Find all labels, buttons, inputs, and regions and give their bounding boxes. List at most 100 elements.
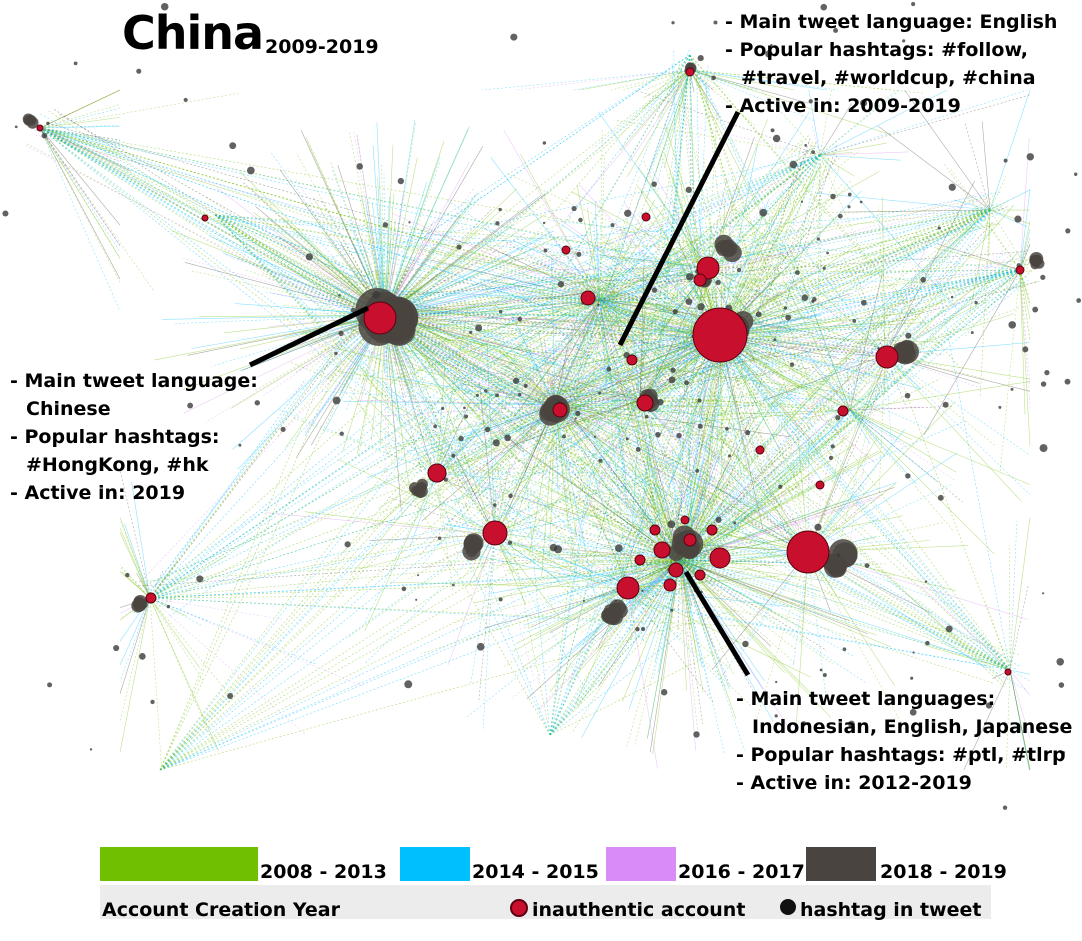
graph-edge [979,209,991,398]
hashtag-node [495,393,499,398]
graph-edge [159,251,565,771]
graph-edge [639,254,687,401]
hashtag-node [417,574,420,577]
graph-edge [550,437,629,589]
graph-edge [119,597,151,722]
hashtag-node [804,144,808,147]
graph-edge [539,559,681,711]
graph-edge [384,126,470,316]
hashtag-node [196,575,204,583]
graph-edge [507,269,1021,279]
legend-hashtag-label: hashtag in tweet [800,899,982,921]
graph-edge [494,520,537,536]
graph-edge [795,551,809,735]
graph-edge [867,354,886,394]
graph-edge [594,202,601,301]
hashtag-node [305,253,313,261]
graph-edge [599,279,606,301]
hashtag-node [974,301,978,305]
graph-edge [762,354,886,401]
graph-edge [293,417,438,474]
graph-edge [819,154,855,177]
graph-edge [516,488,681,561]
graph-edge [562,156,801,424]
graph-edge [473,559,681,604]
graph-edge [605,147,826,304]
graph-edge [149,597,306,735]
graph-edge [849,409,995,555]
hashtag-node [745,430,751,436]
graph-edge [149,597,220,752]
graph-edge [681,334,721,338]
graph-edge [554,404,707,447]
graph-edge [576,559,681,708]
graph-edge [526,559,681,700]
graph-edge [376,122,386,316]
graph-edge [805,354,886,364]
graph-edge [214,214,592,600]
graph-edge [290,361,1011,671]
graph-edge [700,218,721,336]
graph-edge [384,230,555,316]
graph-edge [436,306,469,474]
graph-edge [330,154,821,258]
hashtag-node [183,97,188,103]
graph-edge [495,334,721,392]
graph-edge [403,57,703,320]
hashtag-node [238,443,242,447]
graph-edge [371,253,700,332]
graph-edge [191,314,386,349]
graph-edge [856,276,886,356]
graph-edge [527,299,601,348]
inauthentic-account-node [482,520,508,546]
graph-edge [474,154,821,318]
graph-edge [464,329,1011,671]
graph-edge [469,154,821,416]
graph-edge [707,114,718,269]
graph-edge [530,559,681,628]
graph-edge [149,595,344,599]
graph-edge [964,122,991,211]
graph-edge [596,288,681,556]
annotation-line: Chinese [26,398,111,420]
graph-edge [454,422,565,477]
graph-edge [514,355,551,736]
graph-edge [557,453,681,561]
inauthentic-account-node [616,576,640,600]
graph-edge [565,559,681,562]
hashtag-node [847,205,851,209]
graph-edge [124,523,151,599]
hashtag-node [1008,321,1016,329]
graph-edge [239,171,386,316]
graph-edge [585,316,694,543]
graph-edge [569,391,664,573]
graph-edge [357,399,556,406]
graph-edge [39,117,121,129]
graph-edge [395,85,675,319]
hashtag-node [920,277,927,283]
graph-edge [375,251,1027,297]
graph-edge [689,69,768,226]
graph-edge [719,334,774,375]
graph-edge [697,158,830,552]
graph-edge [149,385,810,599]
graph-edge [384,195,541,316]
graph-edge [155,394,550,609]
hashtag-node [911,2,916,7]
hashtag-node [247,166,255,175]
graph-edge [594,447,681,561]
graph-edge [343,401,556,406]
graph-edge [1019,229,1031,271]
graph-edge [1019,269,1031,408]
graph-edge [551,257,556,406]
hashtag-node [904,392,911,399]
graph-edge [553,334,721,433]
graph-edge [719,334,821,471]
graph-edge [40,113,544,406]
graph-edge [679,559,688,578]
hashtag-node [942,401,949,408]
graph-edge [840,354,886,540]
graph-edge [689,54,811,300]
hashtag-node [615,544,623,553]
graph-edge [679,559,815,698]
